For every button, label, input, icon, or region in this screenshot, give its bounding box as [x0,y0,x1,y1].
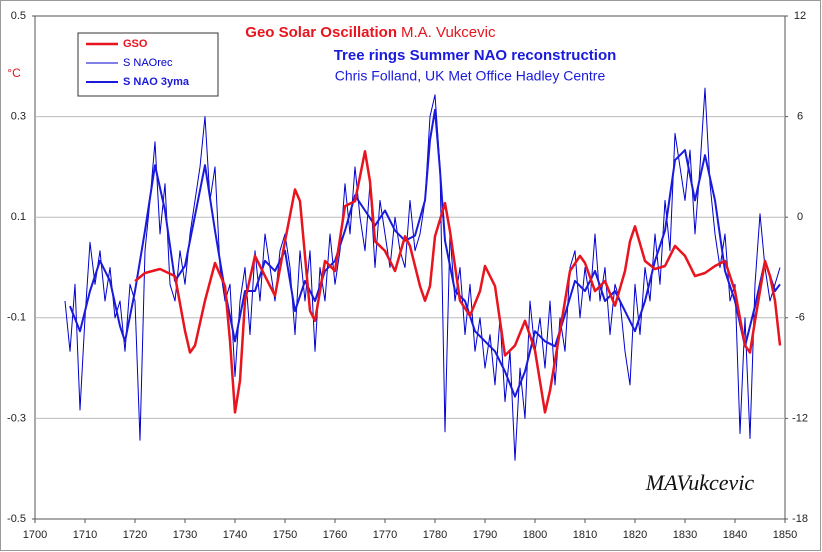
y2-tick-label: 12 [794,10,806,22]
x-tick-label: 1800 [523,529,547,541]
x-tick-label: 1740 [223,529,247,541]
y-tick-label: -0.3 [7,412,26,424]
series-line [69,108,781,398]
x-tick-label: 1700 [23,529,47,541]
y2-tick-label: -12 [792,412,808,424]
x-tick-label: 1710 [73,529,97,541]
legend: GSO S NAOrec S NAO 3yma [77,32,219,97]
lines [64,87,782,461]
x-tick-label: 1770 [373,529,397,541]
x-tick-label: 1720 [123,529,147,541]
x-tick-label: 1730 [173,529,197,541]
x-tick-label: 1810 [573,529,597,541]
y-tick-label: 0.1 [11,211,26,223]
y-tick-label: -0.1 [7,312,26,324]
subtitle: Tree rings Summer NAO reconstruction [334,47,617,64]
legend-label: GSO [123,38,148,50]
annotation: MAVukcevic [645,470,755,495]
x-tick-label: 1790 [473,529,497,541]
y2-tick-label: -6 [795,312,805,324]
x-tick-label: 1760 [323,529,347,541]
y-tick-label: -0.5 [7,513,26,525]
x-tick-label: 1850 [773,529,797,541]
x-tick-label: 1780 [423,529,447,541]
legend-label: S NAOrec [123,57,173,69]
y2-tick-label: 0 [797,211,803,223]
x-tick-label: 1820 [623,529,647,541]
credit: Chris Folland, UK Met Office Hadley Cent… [335,68,606,84]
series-line [64,87,781,461]
x-tick-label: 1830 [673,529,697,541]
grid [32,15,788,523]
x-tick-label: 1750 [273,529,297,541]
chart-title: Geo Solar Oscillation [245,24,397,41]
y2-tick-label: -18 [792,513,808,525]
title-note: M.A. Vukcevic [401,24,496,41]
y-tick-label: 0.3 [11,111,26,123]
y2-tick-label: 6 [797,111,803,123]
legend-label: S NAO 3yma [123,76,190,88]
series-line [134,150,782,414]
y-tick-label: 0.5 [11,10,26,22]
y-axis-label: °C [7,66,21,80]
x-tick-label: 1840 [723,529,747,541]
